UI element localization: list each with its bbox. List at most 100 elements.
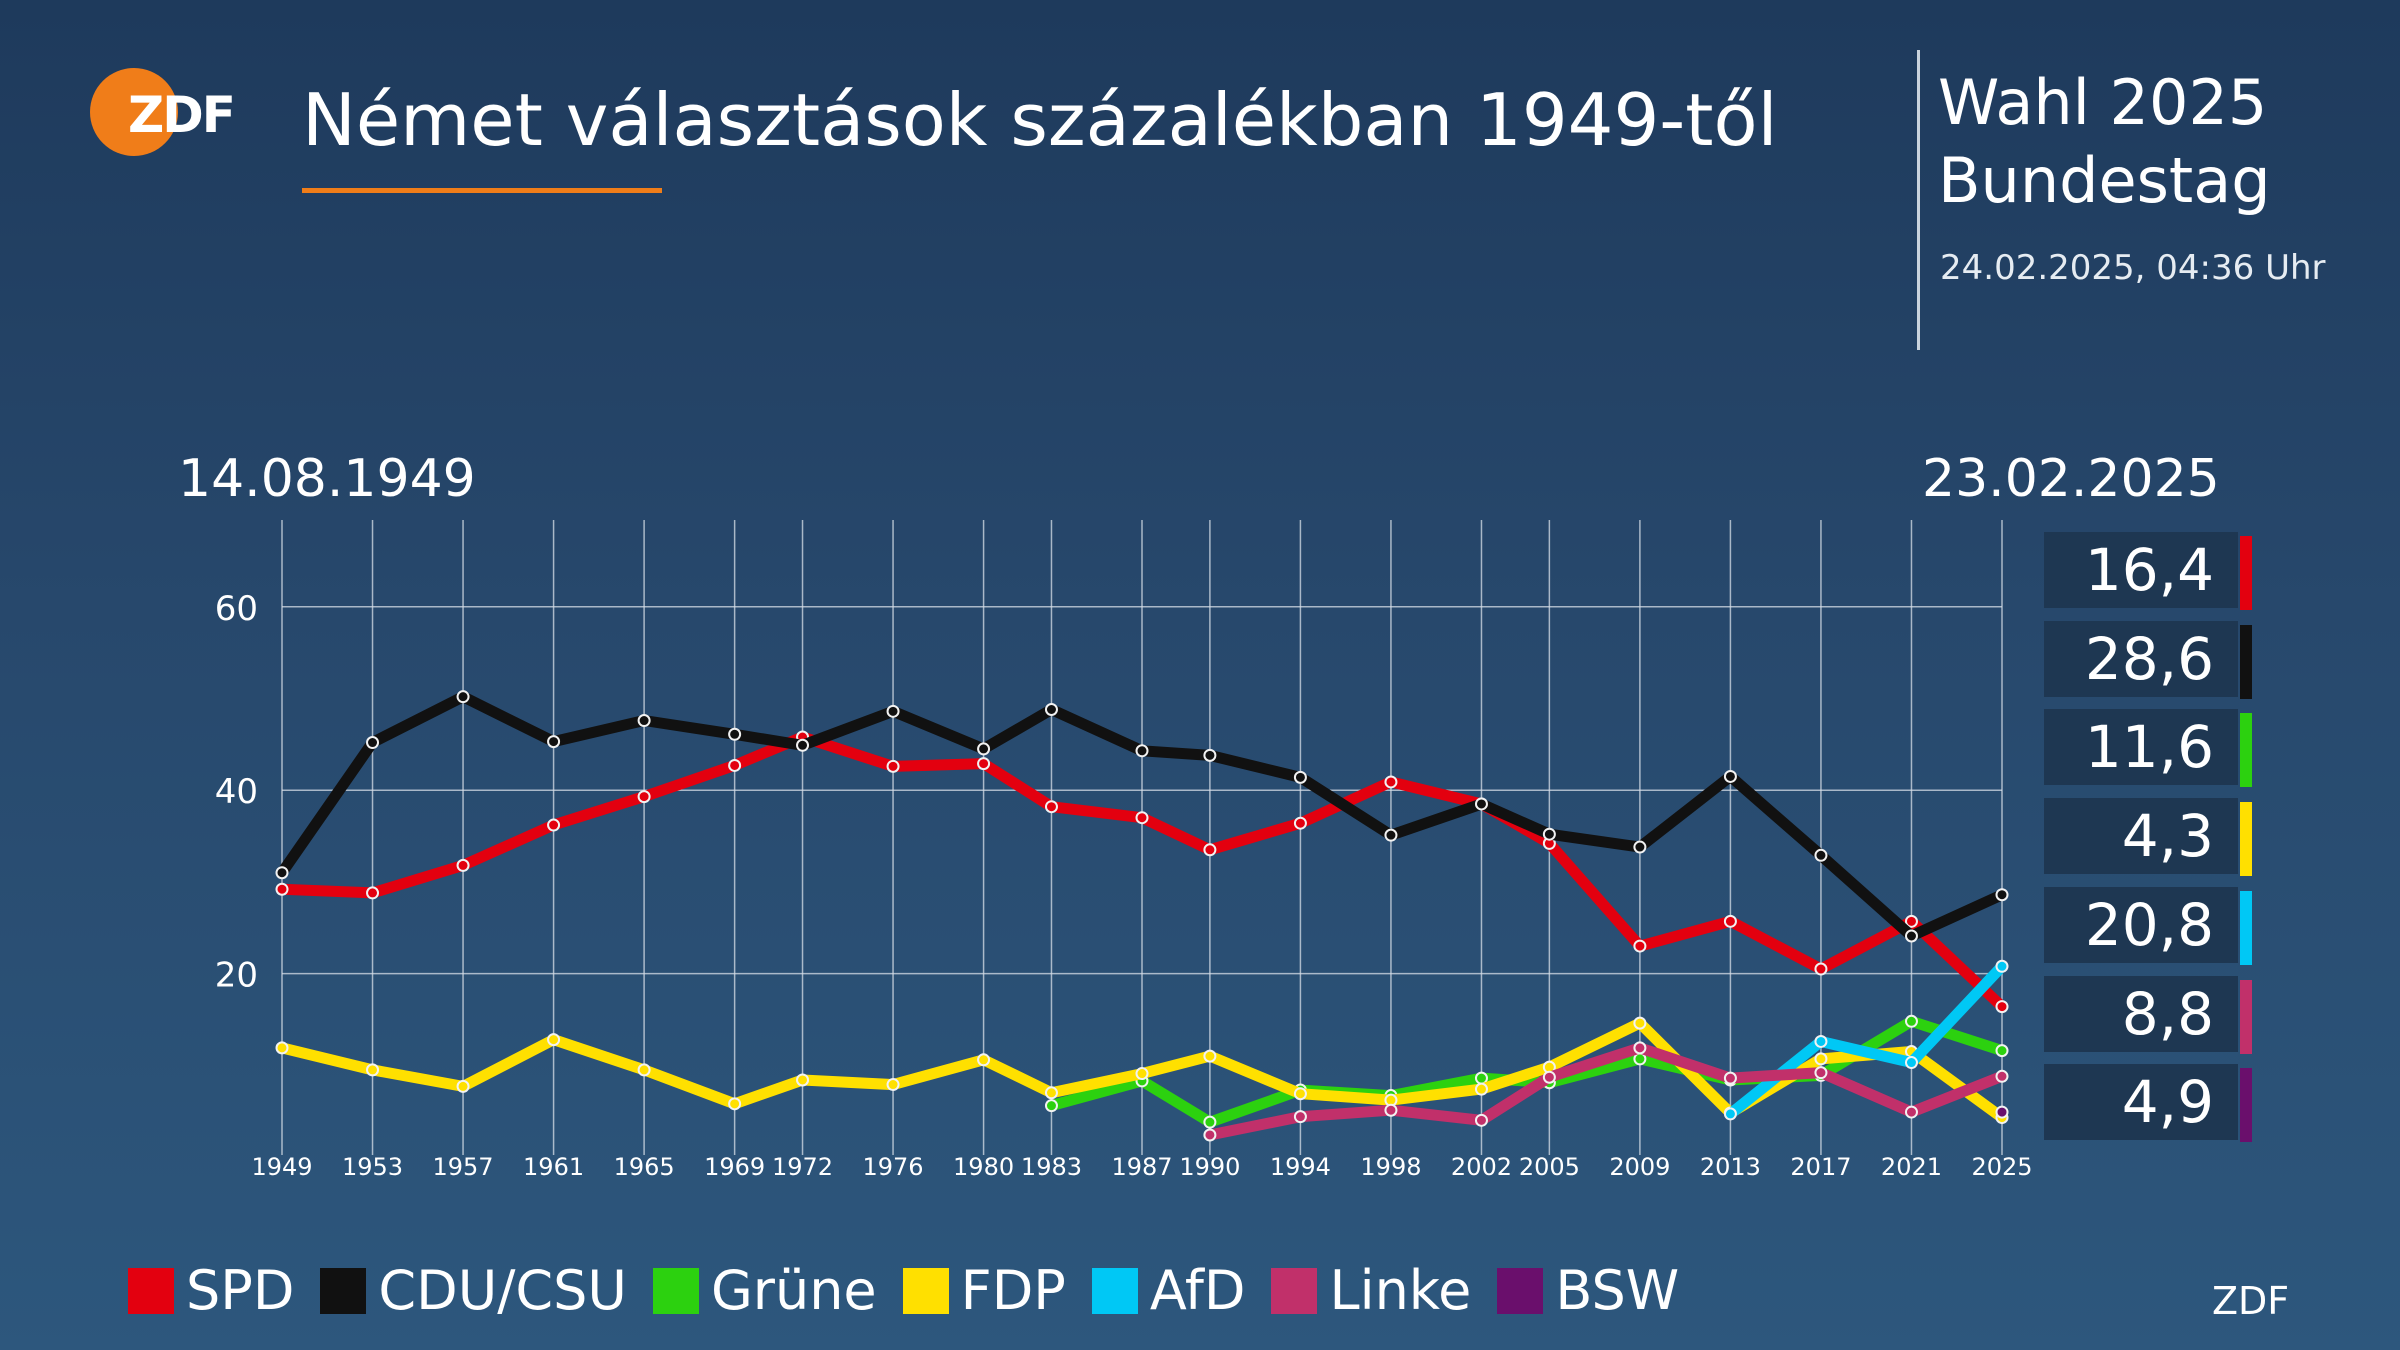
data-point-spd-2013 — [1723, 914, 1737, 928]
data-point-cdu-csu-2021 — [1904, 929, 1918, 943]
data-point-fdp-1983 — [1044, 1086, 1058, 1100]
final-value-box-gr-ne: 11,6 — [2044, 709, 2252, 788]
legend-item-cdu-csu: CDU/CSU — [320, 1256, 627, 1326]
data-point-cdu-csu-1972 — [796, 738, 810, 752]
x-tick-label-1953: 1953 — [342, 1153, 403, 1181]
data-point-cdu-csu-1998 — [1384, 828, 1398, 842]
data-point-cdu-csu-1994 — [1293, 770, 1307, 784]
final-value-color-bar-cdu-csu — [2240, 624, 2252, 699]
x-tick-label-2005: 2005 — [1519, 1153, 1580, 1181]
legend-item-gr-ne: Grüne — [652, 1256, 877, 1326]
data-point-spd-2009 — [1633, 939, 1647, 953]
final-value-gr-ne: 11,6 — [2084, 713, 2214, 782]
data-point-spd-1957 — [456, 858, 470, 872]
data-point-gr-ne-2025 — [1995, 1044, 2009, 1058]
final-value-color-bar-linke — [2240, 979, 2252, 1054]
data-point-spd-1969 — [728, 758, 742, 772]
final-value-box-cdu-csu: 28,6 — [2044, 620, 2252, 699]
data-point-linke-2021 — [1904, 1105, 1918, 1119]
data-point-fdp-1980 — [977, 1053, 991, 1067]
data-point-fdp-1990 — [1203, 1049, 1217, 1063]
data-point-linke-1990 — [1203, 1128, 1217, 1142]
data-point-spd-1953 — [366, 886, 380, 900]
data-point-cdu-csu-1976 — [886, 704, 900, 718]
data-point-fdp-1965 — [637, 1063, 651, 1077]
x-tick-label-1976: 1976 — [863, 1153, 924, 1181]
data-point-spd-1976 — [886, 759, 900, 773]
legend-label-linke: Linke — [1329, 1259, 1472, 1322]
data-point-linke-2002 — [1474, 1113, 1488, 1127]
data-point-linke-1994 — [1293, 1110, 1307, 1124]
x-tick-label-2017: 2017 — [1790, 1153, 1851, 1181]
data-point-cdu-csu-2009 — [1633, 840, 1647, 854]
final-value-bsw: 4,9 — [2121, 1068, 2214, 1137]
title-underline — [302, 188, 662, 193]
data-point-fdp-1961 — [547, 1033, 561, 1047]
x-tick-label-1961: 1961 — [523, 1153, 584, 1181]
data-point-cdu-csu-1969 — [728, 727, 742, 741]
data-point-gr-ne-2002 — [1474, 1071, 1488, 1085]
final-value-cdu-csu: 28,6 — [2084, 624, 2214, 693]
data-point-linke-2013 — [1723, 1071, 1737, 1085]
data-point-afd-2025 — [1995, 959, 2009, 973]
legend-swatch-fdp — [902, 1268, 949, 1314]
zdf-logo-text: ZDF — [128, 86, 234, 144]
data-point-cdu-csu-2025 — [1995, 888, 2009, 902]
data-point-cdu-csu-1980 — [977, 742, 991, 756]
data-point-cdu-csu-1987 — [1135, 744, 1149, 758]
election-name-line1: Wahl 2025 — [1938, 66, 2268, 139]
election-name: Wahl 2025 Bundestag — [1938, 64, 2271, 220]
data-point-linke-2009 — [1633, 1041, 1647, 1055]
final-value-afd: 20,8 — [2084, 890, 2214, 959]
data-point-fdp-1949 — [275, 1041, 289, 1055]
legend-label-bsw: BSW — [1555, 1259, 1680, 1322]
data-point-cdu-csu-1965 — [637, 714, 651, 728]
final-value-color-bar-bsw — [2240, 1068, 2252, 1143]
chart-legend: SPD CDU/CSU Grüne FDP AfD Linke BSW — [128, 1256, 1705, 1326]
legend-item-fdp: FDP — [902, 1256, 1066, 1326]
final-value-color-bar-spd — [2240, 536, 2252, 610]
election-name-line2: Bundestag — [1938, 144, 2271, 217]
start-date-label: 14.08.1949 — [178, 449, 476, 509]
x-tick-label-2009: 2009 — [1609, 1153, 1670, 1181]
data-point-spd-2017 — [1814, 962, 1828, 976]
final-value-box-afd: 20,8 — [2044, 886, 2252, 965]
legend-label-gr-ne: Grüne — [710, 1259, 877, 1322]
data-point-cdu-csu-2013 — [1723, 769, 1737, 783]
series-spd — [275, 730, 2009, 1014]
data-point-fdp-2002 — [1474, 1082, 1488, 1096]
legend-swatch-gr-ne — [652, 1268, 699, 1314]
data-point-linke-2017 — [1814, 1066, 1828, 1080]
y-tick-label-20: 20 — [215, 956, 258, 996]
series-line-linke — [1204, 1042, 2008, 1141]
legend-item-afd: AfD — [1091, 1256, 1245, 1326]
series-cdu-csu — [275, 690, 2009, 943]
data-point-cdu-csu-1949 — [275, 866, 289, 880]
data-point-afd-2017 — [1814, 1034, 1828, 1048]
x-tick-label-1990: 1990 — [1179, 1153, 1240, 1181]
data-point-fdp-1972 — [796, 1073, 810, 1087]
data-point-gr-ne-2021 — [1904, 1014, 1918, 1028]
x-tick-label-1949: 1949 — [251, 1153, 312, 1181]
final-value-linke: 8,8 — [2121, 979, 2214, 1048]
final-value-box-spd: 16,4 — [2044, 532, 2252, 610]
series-fdp — [275, 1016, 2009, 1125]
data-point-spd-1961 — [547, 818, 561, 832]
data-point-linke-1998 — [1384, 1103, 1398, 1117]
final-value-fdp: 4,3 — [2121, 802, 2214, 871]
data-point-cdu-csu-1961 — [547, 735, 561, 749]
legend-label-cdu-csu: CDU/CSU — [378, 1259, 627, 1322]
legend-swatch-bsw — [1497, 1268, 1544, 1314]
final-value-color-bar-gr-ne — [2240, 713, 2252, 788]
x-tick-label-2025: 2025 — [1971, 1153, 2032, 1181]
legend-item-linke: Linke — [1271, 1256, 1471, 1326]
data-point-spd-2025 — [1995, 1000, 2009, 1014]
data-point-fdp-1957 — [456, 1079, 470, 1093]
y-tick-label-60: 60 — [215, 589, 258, 629]
legend-item-bsw: BSW — [1497, 1256, 1679, 1326]
legend-label-fdp: FDP — [960, 1259, 1066, 1322]
x-tick-label-2013: 2013 — [1700, 1153, 1761, 1181]
x-tick-label-1972: 1972 — [772, 1153, 833, 1181]
data-point-cdu-csu-1983 — [1044, 703, 1058, 717]
